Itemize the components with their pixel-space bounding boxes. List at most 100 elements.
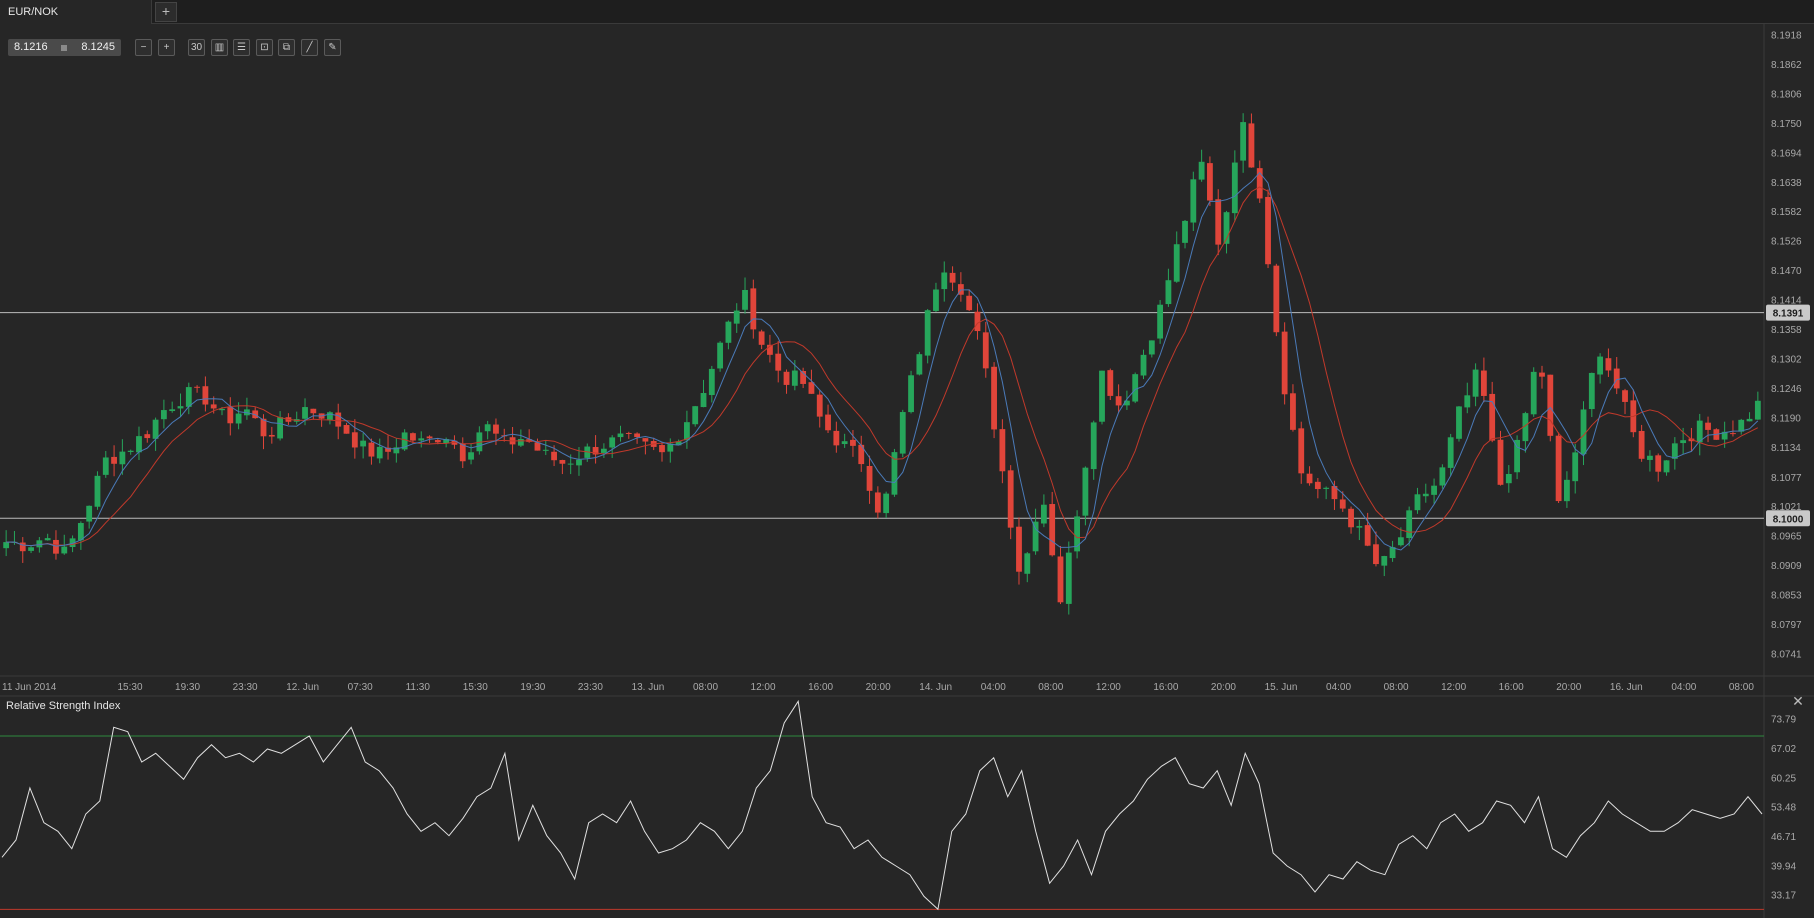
candle-body (194, 386, 200, 388)
candle-body (368, 442, 375, 457)
candle-body (551, 451, 557, 461)
candle-body (1306, 473, 1313, 484)
price-tick-label: 8.1302 (1771, 354, 1802, 365)
candle-body (1115, 396, 1122, 406)
template-icon[interactable]: ⧉ (278, 39, 295, 56)
candle-body (1572, 452, 1579, 482)
price-tick-label: 8.0909 (1771, 561, 1802, 572)
candle-body (982, 332, 989, 369)
time-tick-label: 15. Jun (1265, 682, 1298, 693)
candle-body (692, 406, 699, 425)
price-tick-label: 8.1246 (1771, 384, 1802, 395)
candle-body (775, 353, 782, 371)
candle-body (136, 436, 142, 453)
close-rsi-icon[interactable]: ✕ (1792, 693, 1804, 709)
candle-body (1480, 370, 1487, 396)
price-tick-label: 8.1134 (1771, 443, 1801, 454)
time-tick-label: 04:00 (981, 682, 1006, 693)
rsi-tick-label: 46.71 (1771, 832, 1796, 843)
candle-body (1207, 163, 1213, 201)
candle-body (1514, 439, 1520, 473)
candle-body (1190, 179, 1197, 223)
candle-body (210, 404, 217, 409)
candle-body (1539, 372, 1545, 377)
time-tick-label: 19:30 (520, 682, 545, 693)
time-tick-label: 08:00 (693, 682, 718, 693)
price-tick-label: 8.1638 (1771, 178, 1802, 189)
candle-body (1016, 526, 1022, 572)
zoom-in-icon[interactable]: + (158, 39, 175, 56)
compare-icon[interactable]: ⊡ (256, 39, 273, 56)
candle-body (991, 366, 997, 430)
timeframe-button[interactable]: 30 (188, 39, 205, 56)
candle-body (434, 440, 441, 443)
draw-pen-icon[interactable]: ✎ (324, 39, 341, 56)
time-tick-label: 16. Jun (1610, 682, 1643, 693)
candle-body (1348, 508, 1354, 528)
chart-type-icon[interactable]: ▥ (211, 39, 228, 56)
candle-body (202, 386, 209, 405)
time-tick-label: 20:00 (1211, 682, 1236, 693)
candle-body (127, 450, 134, 452)
zoom-out-icon[interactable]: − (135, 39, 152, 56)
candle-body (1597, 356, 1604, 375)
candle-body (750, 288, 757, 330)
candle-body (708, 368, 715, 396)
candle-body (1364, 525, 1371, 546)
candle-body (1373, 544, 1379, 565)
candle-body (974, 311, 981, 332)
candle-body (152, 419, 159, 439)
candle-body (1265, 196, 1271, 265)
indicators-icon[interactable]: ☰ (233, 39, 250, 56)
candle-body (1090, 422, 1097, 470)
candle-body (144, 434, 151, 439)
candle-body (874, 492, 881, 513)
candle-body (883, 493, 890, 514)
candle-body (1231, 162, 1238, 214)
candle-body (800, 370, 807, 384)
candle-body (1049, 504, 1056, 556)
candle-body (1555, 435, 1562, 502)
candle-body (924, 310, 931, 356)
candle-body (559, 460, 566, 464)
candle-body (841, 441, 848, 445)
candle-body (1198, 161, 1205, 180)
candle-body (1456, 406, 1462, 439)
price-tick-label: 8.1358 (1771, 325, 1802, 336)
candle-body (1414, 494, 1421, 511)
time-tick-label: 23:30 (233, 682, 258, 693)
candle-body (468, 452, 474, 460)
candle-body (443, 439, 450, 444)
candle-body (260, 418, 267, 437)
draw-line-icon[interactable]: ╱ (301, 39, 318, 56)
slow-ma-line (6, 186, 1759, 547)
candle-body (1622, 390, 1628, 402)
candle-body (44, 538, 51, 541)
candle-body (77, 523, 84, 541)
candle-body (393, 447, 400, 454)
tab-bar: EUR/NOK + (0, 0, 1814, 24)
candle-body (119, 451, 126, 465)
add-tab-button[interactable]: + (155, 2, 177, 22)
candle-body (1032, 521, 1039, 552)
candle-body (1298, 428, 1305, 474)
candle-body (459, 443, 466, 462)
candle-body (94, 475, 101, 507)
candle-body (733, 310, 740, 324)
price-tick-label: 8.1806 (1771, 89, 1802, 100)
candle-body (1157, 304, 1164, 339)
candle-body (1655, 455, 1662, 472)
time-tick-label: 08:00 (1038, 682, 1063, 693)
candle-body (1165, 280, 1172, 305)
candle-body (684, 422, 690, 441)
candle-body (335, 412, 342, 427)
price-tick-label: 8.0797 (1771, 620, 1802, 631)
rsi-tick-label: 33.17 (1771, 891, 1796, 902)
candle-body (268, 434, 275, 437)
candle-body (401, 432, 408, 450)
candle-body (1057, 556, 1064, 603)
tab-eurnok[interactable]: EUR/NOK (0, 0, 152, 24)
candle-body (61, 546, 68, 554)
price-tick-label: 8.1021 (1771, 502, 1802, 513)
